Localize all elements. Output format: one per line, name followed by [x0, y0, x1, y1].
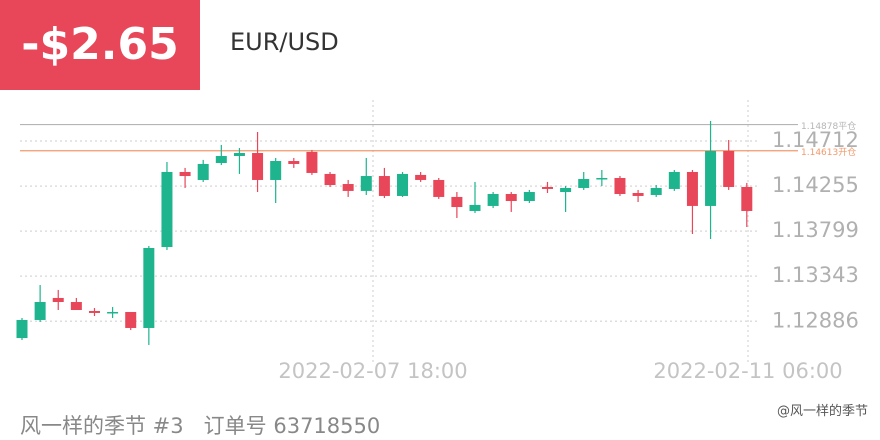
footer: 风一样的季节 #3 订单号 63718550 [20, 410, 380, 440]
candle-body [342, 184, 354, 191]
y-tick-label: 1.12886 [772, 308, 859, 332]
symbol: EUR/USD [230, 28, 339, 56]
position-line-label: 1.14613开仓 [801, 146, 856, 158]
candle-body [397, 173, 409, 196]
candle-body [505, 193, 517, 202]
candle-body [179, 171, 191, 177]
y-tick-label: 1.13799 [772, 218, 859, 242]
candle-body [125, 311, 137, 328]
x-tick-label: 2022-02-07 18:00 [278, 359, 467, 383]
candle-body [523, 192, 535, 202]
candle-body [215, 155, 227, 163]
candle-body [487, 193, 499, 206]
candle-body [107, 311, 119, 314]
candle-body [197, 163, 209, 180]
candle-body [433, 179, 445, 197]
candle-body [233, 153, 245, 156]
candle-body [614, 177, 626, 194]
candle-body [469, 204, 481, 211]
candle-body [288, 161, 300, 164]
candle-body [741, 186, 753, 211]
candle-body [686, 171, 698, 206]
candle-body [360, 176, 372, 191]
position-line-label: 1.14878平仓 [801, 120, 856, 132]
y-tick-label: 1.14712 [772, 128, 859, 152]
candle-body [560, 187, 572, 193]
candle-body [34, 302, 46, 320]
candle-body [650, 187, 662, 195]
candle-body [415, 174, 427, 180]
order-number: 订单号 63718550 [203, 414, 381, 438]
y-tick-label: 1.13343 [772, 263, 859, 287]
candle-body [578, 178, 590, 188]
x-tick-label: 2022-02-11 06:00 [653, 359, 842, 383]
candle-body [541, 186, 553, 189]
candle-body [306, 151, 318, 173]
candle-body [596, 177, 608, 180]
candle-body [70, 302, 82, 311]
candle-body [632, 193, 644, 196]
candle-body [161, 171, 173, 248]
account: 风一样的季节 #3 [20, 414, 184, 438]
pnl: -$2.65 [0, 0, 200, 90]
candle-body [88, 310, 100, 313]
candle-body [16, 319, 28, 339]
y-tick-label: 1.14255 [772, 173, 859, 197]
candle-body [451, 196, 463, 208]
candle-body [324, 173, 336, 186]
watermark: @风一样的季节 [776, 404, 868, 419]
candle-body [705, 150, 717, 206]
candle-body [143, 248, 155, 328]
candle-body [723, 150, 735, 187]
candle-body [252, 153, 264, 180]
candle-body [378, 176, 390, 196]
candle-body [668, 171, 680, 189]
candle-body [270, 161, 282, 180]
candle-body [52, 297, 64, 303]
